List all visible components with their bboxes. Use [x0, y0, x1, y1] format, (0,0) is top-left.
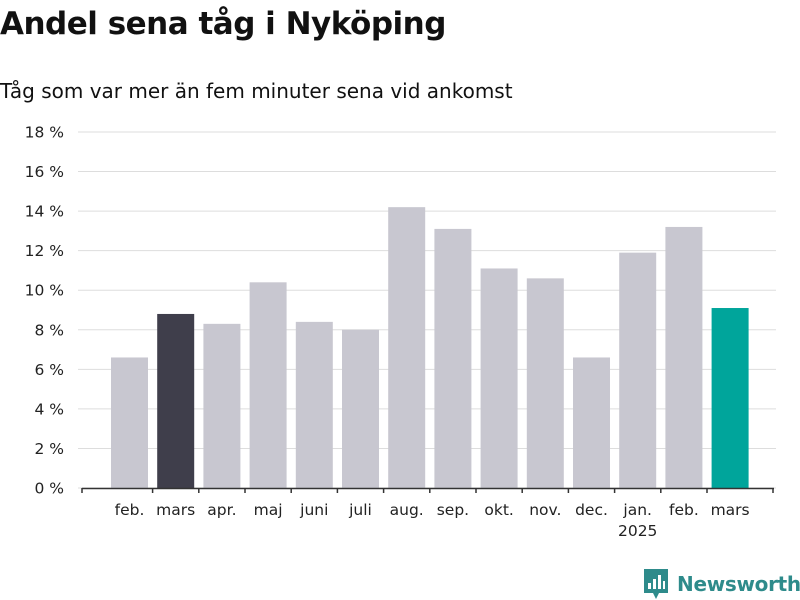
brand-name: Newsworthy	[677, 572, 800, 596]
x-tick-label: mars	[711, 501, 750, 519]
y-tick-label: 2 %	[34, 440, 64, 458]
bar	[203, 323, 241, 488]
x-tick-label: apr.	[207, 501, 236, 519]
x-tick-label: aug.	[390, 501, 424, 519]
y-tick-label: 4 %	[34, 400, 64, 418]
y-tick-label: 16 %	[25, 163, 64, 181]
x-tick-label: juli	[348, 501, 372, 519]
y-tick-label: 12 %	[25, 242, 64, 260]
bar	[434, 228, 472, 488]
chart-subtitle: Tåg som var mer än fem minuter sena vid …	[0, 79, 513, 103]
bar	[295, 321, 333, 488]
newsworthy-logo-icon	[644, 569, 668, 599]
bar	[480, 268, 518, 488]
x-tick-label: feb.	[669, 501, 699, 519]
bar	[249, 282, 287, 488]
bar-chart: 0 % 2 % 4 % 6 % 8 % 10 % 12 % 14 % 16 % 18 % feb. m…	[25, 124, 776, 540]
bar	[711, 308, 749, 488]
bar	[573, 357, 610, 488]
x-year-label: 2025	[618, 522, 657, 540]
brand-logo: Newsworthy	[644, 569, 800, 599]
x-tick-label: feb.	[115, 501, 145, 519]
bar	[342, 329, 379, 488]
x-tick-label: jan.	[622, 501, 652, 519]
x-tick-label: maj	[254, 501, 283, 519]
bar	[619, 252, 657, 488]
bar	[157, 313, 195, 488]
x-tick-label: juni	[299, 501, 328, 519]
y-tick-label: 6 %	[34, 361, 64, 379]
bar	[388, 207, 426, 488]
x-tick-label: nov.	[529, 501, 561, 519]
x-tick-label: mars	[156, 501, 195, 519]
y-tick-label: 18 %	[25, 124, 64, 142]
x-tick-label: sep.	[437, 501, 469, 519]
bar	[111, 357, 148, 488]
x-tick-label: dec.	[575, 501, 608, 519]
bar	[665, 226, 703, 488]
y-tick-label: 8 %	[34, 321, 64, 339]
x-tick-label: okt.	[484, 501, 513, 519]
bar	[526, 278, 564, 488]
chart-title: Andel sena tåg i Nyköping	[0, 6, 446, 42]
y-tick-label: 0 %	[34, 480, 64, 498]
y-tick-label: 10 %	[25, 282, 64, 300]
y-tick-label: 14 %	[25, 203, 64, 221]
